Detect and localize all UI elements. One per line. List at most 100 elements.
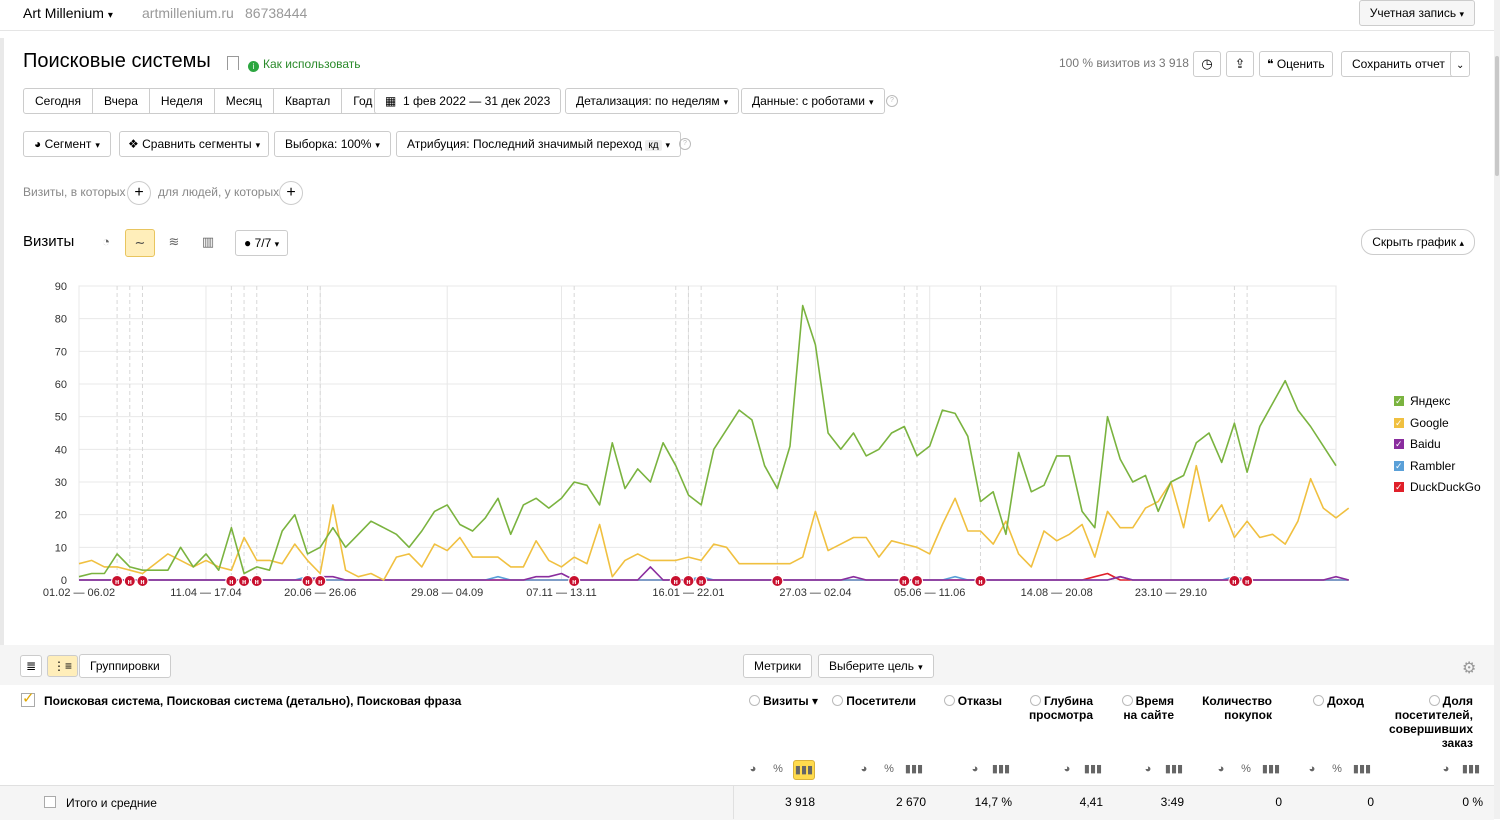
pie-chart-type-button[interactable]: ◔ bbox=[92, 229, 120, 255]
period-yesterday[interactable]: Вчера bbox=[93, 89, 150, 113]
legend-checkbox[interactable] bbox=[1394, 437, 1404, 451]
detail-dropdown[interactable]: Детализация: по неделям ▾ bbox=[565, 88, 740, 114]
notes-button[interactable]: ● 7/7 ▾ bbox=[235, 230, 289, 256]
note-marker-label: н bbox=[255, 579, 259, 586]
view-percent-button[interactable]: % bbox=[1327, 760, 1347, 778]
site-url[interactable]: artmillenium.ru bbox=[142, 5, 234, 21]
tree-view-button[interactable]: ⋮≡ bbox=[47, 655, 79, 677]
view-bars-button[interactable]: ▮▮▮ bbox=[991, 760, 1011, 778]
view-pie-button[interactable]: ◕ bbox=[965, 760, 985, 778]
help-icon[interactable]: ? bbox=[886, 95, 898, 107]
history-button[interactable]: ◷ bbox=[1193, 51, 1221, 77]
view-pie-button[interactable]: ◕ bbox=[743, 760, 763, 778]
legend-checkbox[interactable] bbox=[1394, 459, 1404, 473]
view-pie-button[interactable]: ◕ bbox=[854, 760, 874, 778]
period-quarter[interactable]: Квартал bbox=[274, 89, 343, 113]
view-pie-button[interactable]: ◕ bbox=[1302, 760, 1322, 778]
save-report-button[interactable]: Сохранить отчет bbox=[1341, 51, 1456, 77]
column-sublabel: посетителей, совершивших заказ bbox=[1388, 708, 1473, 750]
view-bars-button[interactable]: ▮▮▮ bbox=[1164, 760, 1184, 778]
visits-filter-label: Визиты, в которых bbox=[23, 185, 126, 199]
site-selector[interactable]: Art Millenium ▾ bbox=[23, 5, 113, 21]
column-info-icon[interactable] bbox=[943, 695, 955, 706]
data-dropdown[interactable]: Данные: с роботами ▾ bbox=[741, 88, 885, 114]
legend-item-rambler[interactable]: Rambler bbox=[1394, 459, 1481, 481]
save-report-dropdown[interactable]: ⌄ bbox=[1450, 51, 1471, 77]
area-chart-type-button[interactable]: ≋ bbox=[160, 229, 188, 255]
legend-checkbox[interactable] bbox=[1394, 416, 1404, 430]
column-header-time[interactable]: Время на сайте bbox=[1100, 694, 1174, 722]
pie-icon: ◔ bbox=[102, 234, 110, 249]
metrics-button[interactable]: Метрики bbox=[743, 654, 813, 678]
view-bars-button[interactable]: ▮▮▮ bbox=[904, 760, 924, 778]
view-bars-button[interactable]: ▮▮▮ bbox=[1083, 760, 1103, 778]
account-button[interactable]: Учетная запись ▾ bbox=[1358, 0, 1475, 26]
sample-dropdown[interactable]: Выборка: 100% ▾ bbox=[274, 131, 391, 157]
howto-link[interactable]: i Как использовать bbox=[248, 57, 361, 72]
flat-view-button[interactable]: ≣ bbox=[20, 655, 43, 677]
column-header-purchases[interactable]: Количество покупок bbox=[1190, 694, 1272, 722]
column-header-visits[interactable]: Визиты ▾ bbox=[740, 694, 818, 708]
segment-button[interactable]: ◕ Сегмент ▾ bbox=[23, 131, 111, 157]
column-info-icon[interactable] bbox=[1029, 695, 1041, 706]
view-bars-button[interactable]: ▮▮▮ bbox=[1261, 760, 1281, 778]
view-bars-button[interactable]: ▮▮▮ bbox=[1352, 760, 1372, 778]
view-pie-button[interactable]: ◕ bbox=[1436, 760, 1456, 778]
column-header-visitors[interactable]: Посетители bbox=[830, 694, 916, 708]
column-sublabel: покупок bbox=[1224, 708, 1272, 722]
line-chart-type-button[interactable]: ∼ bbox=[125, 229, 155, 257]
period-year[interactable]: Год bbox=[353, 94, 373, 108]
column-header-depth[interactable]: Глубина просмотра bbox=[1010, 694, 1093, 722]
column-info-icon[interactable] bbox=[1313, 695, 1325, 706]
view-pie-button[interactable]: ◕ bbox=[1211, 760, 1231, 778]
view-bars-button[interactable]: ▮▮▮ bbox=[793, 760, 815, 780]
view-percent-button[interactable]: % bbox=[768, 760, 788, 778]
column-header-revenue[interactable]: Доход bbox=[1290, 694, 1364, 708]
legend-label: Rambler bbox=[1410, 458, 1456, 473]
help-icon[interactable]: ? bbox=[679, 138, 691, 150]
goal-dropdown[interactable]: Выберите цель ▾ bbox=[818, 654, 934, 678]
period-month[interactable]: Месяц bbox=[215, 89, 274, 113]
view-bars-button[interactable]: ▮▮▮ bbox=[1461, 760, 1481, 778]
legend-item-google[interactable]: Google bbox=[1394, 416, 1481, 438]
compare-segments-button[interactable]: ❖ Сравнить сегменты ▾ bbox=[119, 131, 270, 157]
rate-button[interactable]: ❝ Оценить bbox=[1259, 51, 1333, 77]
legend-item-baidu[interactable]: Baidu bbox=[1394, 437, 1481, 459]
legend-checkbox[interactable] bbox=[1394, 480, 1404, 494]
add-visit-filter-button[interactable]: + bbox=[127, 181, 151, 205]
legend-item-yandex[interactable]: Яндекс bbox=[1394, 394, 1481, 416]
column-info-icon[interactable] bbox=[1121, 695, 1133, 706]
column-info-icon[interactable] bbox=[749, 695, 761, 706]
column-header-order-share[interactable]: Доля посетителей, совершивших заказ bbox=[1380, 694, 1473, 750]
legend-item-duckduckgo[interactable]: DuckDuckGo bbox=[1394, 480, 1481, 502]
scrollbar-thumb[interactable] bbox=[1495, 56, 1499, 176]
bar-chart-type-button[interactable]: ▥ bbox=[194, 229, 222, 255]
note-marker bbox=[974, 575, 987, 587]
bookmark-icon[interactable] bbox=[227, 56, 239, 74]
groupings-button[interactable]: Группировки bbox=[79, 654, 171, 678]
attribution-dropdown[interactable]: Атрибуция: Последний значимый переход кд… bbox=[396, 131, 682, 157]
bars-icon: ▮▮▮ bbox=[1461, 763, 1481, 775]
view-pie-button[interactable]: ◕ bbox=[1138, 760, 1158, 778]
column-info-icon[interactable] bbox=[1428, 695, 1440, 706]
chevron-down-icon: ▾ bbox=[375, 140, 380, 150]
grouping-checkbox[interactable] bbox=[21, 689, 35, 707]
totals-checkbox[interactable] bbox=[44, 796, 56, 808]
chart-title: Визиты bbox=[23, 233, 75, 250]
view-pie-button[interactable]: ◕ bbox=[1057, 760, 1077, 778]
view-percent-button[interactable]: % bbox=[1236, 760, 1256, 778]
page-scrollbar[interactable] bbox=[1494, 0, 1500, 819]
period-week[interactable]: Неделя bbox=[150, 89, 215, 113]
note-marker bbox=[682, 575, 695, 587]
add-people-filter-button[interactable]: + bbox=[279, 181, 303, 205]
column-info-icon[interactable] bbox=[832, 695, 844, 706]
period-today[interactable]: Сегодня bbox=[24, 89, 93, 113]
gear-icon[interactable]: ⚙ bbox=[1462, 660, 1477, 677]
hide-chart-button[interactable]: Скрыть график ▴ bbox=[1361, 229, 1475, 255]
export-button[interactable]: ⇪ bbox=[1226, 51, 1254, 77]
column-header-bounces[interactable]: Отказы bbox=[930, 694, 1002, 708]
legend-checkbox[interactable] bbox=[1394, 394, 1404, 408]
note-marker-label: н bbox=[140, 579, 144, 586]
date-range-button[interactable]: ▦ 1 фев 2022 — 31 дек 2023 bbox=[374, 88, 562, 114]
view-percent-button[interactable]: % bbox=[879, 760, 899, 778]
